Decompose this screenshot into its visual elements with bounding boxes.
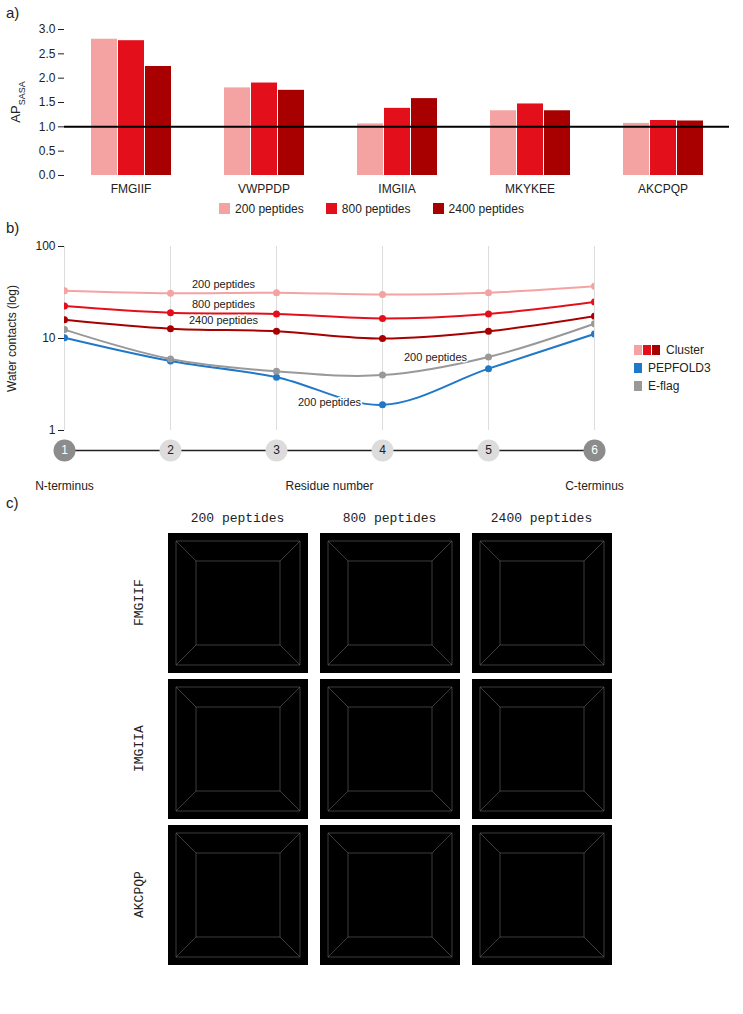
svg-text:Water contacts (log): Water contacts (log) bbox=[5, 285, 19, 392]
html-text:E-flag: E-flag bbox=[648, 379, 680, 393]
svg-text:3: 3 bbox=[273, 443, 280, 457]
html-text:200 peptides: 200 peptides bbox=[190, 511, 285, 526]
html-text:FMGIIF: FMGIIF bbox=[131, 579, 147, 627]
html-text:PEPFOLD3: PEPFOLD3 bbox=[648, 361, 711, 375]
svg-text:200 peptides: 200 peptides bbox=[192, 277, 255, 289]
html-text:2400 peptides: 2400 peptides bbox=[490, 511, 593, 526]
svg-text:1.0: 1.0 bbox=[39, 120, 56, 134]
svg-text:1: 1 bbox=[61, 443, 68, 457]
svg-text:200 peptides: 200 peptides bbox=[298, 396, 361, 408]
svg-text:10: 10 bbox=[42, 331, 56, 345]
html-text:800 peptides: 800 peptides bbox=[342, 511, 437, 526]
svg-text:0.5: 0.5 bbox=[39, 144, 56, 158]
svg-text:3.0: 3.0 bbox=[39, 22, 56, 36]
svg-text:APSASA: APSASA bbox=[8, 81, 27, 122]
html-text:Cluster: Cluster bbox=[666, 343, 704, 357]
html-text:800 peptides: 800 peptides bbox=[341, 202, 411, 216]
svg-text:200 peptides: 200 peptides bbox=[404, 351, 467, 363]
svg-text:0.0: 0.0 bbox=[39, 168, 56, 182]
svg-text:6: 6 bbox=[591, 443, 598, 457]
svg-text:1.5: 1.5 bbox=[39, 95, 56, 109]
svg-text:100: 100 bbox=[35, 239, 55, 253]
svg-text:C-terminus: C-terminus bbox=[565, 479, 624, 493]
svg-text:2: 2 bbox=[167, 443, 174, 457]
html-text:IMGIIA: IMGIIA bbox=[131, 725, 147, 773]
svg-text:2400 peptides: 2400 peptides bbox=[189, 314, 259, 326]
svg-text:IMGIIA: IMGIIA bbox=[378, 182, 415, 196]
svg-text:AKCPQP: AKCPQP bbox=[638, 182, 688, 196]
svg-text:4: 4 bbox=[379, 443, 386, 457]
html-text:b): b) bbox=[6, 219, 20, 236]
svg-text:N-terminus: N-terminus bbox=[35, 479, 94, 493]
html-text:200 peptides: 200 peptides bbox=[235, 202, 304, 216]
svg-text:2.5: 2.5 bbox=[39, 47, 56, 61]
html-text:AKCPQP: AKCPQP bbox=[131, 871, 147, 919]
svg-text:FMGIIF: FMGIIF bbox=[111, 182, 152, 196]
html-text:2400 peptides: 2400 peptides bbox=[448, 202, 524, 216]
svg-text:1: 1 bbox=[49, 423, 56, 436]
svg-text:Residue number: Residue number bbox=[285, 479, 373, 493]
svg-text:VWPPDP: VWPPDP bbox=[238, 182, 290, 196]
svg-text:MKYKEE: MKYKEE bbox=[505, 182, 555, 196]
svg-text:800 peptides: 800 peptides bbox=[192, 298, 255, 310]
svg-text:5: 5 bbox=[485, 443, 492, 457]
svg-text:2.0: 2.0 bbox=[39, 71, 56, 85]
html-text:c): c) bbox=[6, 494, 19, 511]
html-text:a): a) bbox=[6, 4, 20, 21]
